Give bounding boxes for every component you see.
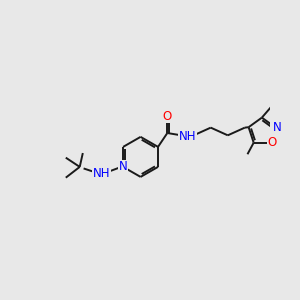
Text: N: N [273,121,282,134]
Text: NH: NH [179,130,196,142]
Text: O: O [163,110,172,123]
Text: N: N [119,160,128,173]
Text: O: O [268,136,277,149]
Text: NH: NH [93,167,110,180]
